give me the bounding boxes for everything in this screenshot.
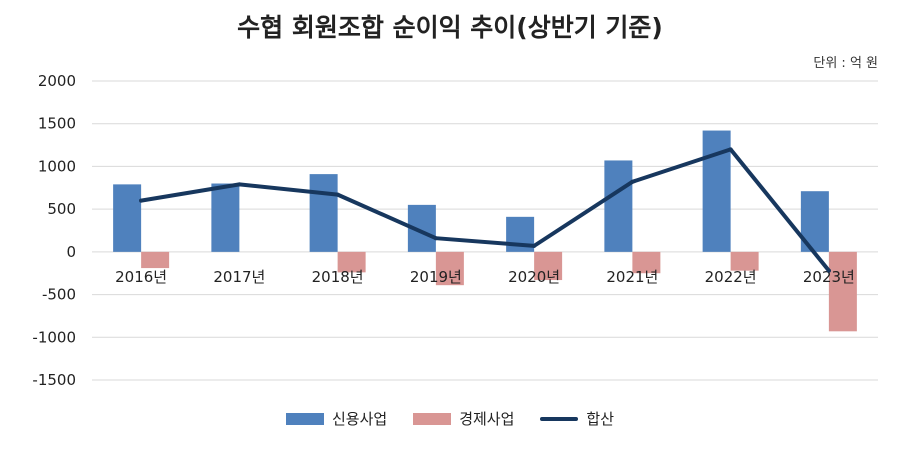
y-tick-label: -1000 <box>32 328 76 346</box>
y-tick-label: 2000 <box>38 72 76 90</box>
y-tick-label: -1500 <box>32 371 76 389</box>
legend-label-credit: 신용사업 <box>331 410 388 428</box>
line-total-point <box>433 236 438 241</box>
y-tick-label: 500 <box>47 200 76 218</box>
line-total-point <box>237 182 242 187</box>
category-labels: 2016년 2017년 2018년 2019년 2020년 2021년 2022년 2023년 <box>115 268 855 286</box>
line-total-point <box>139 198 144 203</box>
line-total-point <box>335 192 340 197</box>
chart-title: 수협 회원조합 순이익 추이(상반기 기준) <box>237 13 663 42</box>
x-category-label: 2023년 <box>803 268 855 286</box>
legend-item-credit: 신용사업 <box>285 408 388 429</box>
unit-note: 단위 : 억 원 <box>813 56 878 71</box>
bar-economic <box>435 251 464 286</box>
y-tick-label: -500 <box>42 286 76 304</box>
legend-item-total: 합산 <box>540 408 614 429</box>
bar-economic <box>828 251 857 332</box>
bar-economic <box>632 251 661 274</box>
x-category-label: 2022년 <box>705 268 757 286</box>
line-total-point <box>532 243 537 248</box>
legend-swatch-credit <box>285 412 324 425</box>
x-category-label: 2017년 <box>213 268 265 286</box>
line-total-point <box>826 268 831 273</box>
bar-economic <box>337 251 366 273</box>
bar-economic <box>534 251 563 281</box>
legend-label-total: 합산 <box>586 410 614 428</box>
x-category-label: 2018년 <box>312 268 364 286</box>
line-total-point <box>728 147 733 152</box>
bar-credit <box>211 183 240 252</box>
bar-economic <box>730 251 759 271</box>
x-category-label: 2020년 <box>508 268 560 286</box>
x-category-label: 2016년 <box>115 268 167 286</box>
y-tick-label: 1000 <box>38 157 76 175</box>
legend-item-economic: 경제사업 <box>413 408 514 429</box>
legend-swatch-total <box>540 416 579 421</box>
legend-swatch-economic <box>413 412 452 425</box>
legend: 신용사업 경제사업 합산 <box>0 408 900 429</box>
bar-economic <box>141 251 170 269</box>
y-axis-ticks: 2000 1500 1000 500 0 -500 -1000 -1500 <box>32 72 76 389</box>
bars <box>113 130 857 332</box>
bar-credit <box>604 160 633 252</box>
y-tick-label: 0 <box>66 243 76 261</box>
bar-credit <box>113 184 142 252</box>
total-line <box>139 147 831 273</box>
legend-label-economic: 경제사업 <box>459 410 515 428</box>
x-category-label: 2019년 <box>410 268 462 286</box>
x-category-label: 2021년 <box>606 268 658 286</box>
bar-credit <box>309 174 338 252</box>
grid-lines <box>92 80 878 381</box>
line-total-point <box>630 179 635 184</box>
y-tick-label: 1500 <box>38 115 76 133</box>
line-total <box>139 147 831 273</box>
